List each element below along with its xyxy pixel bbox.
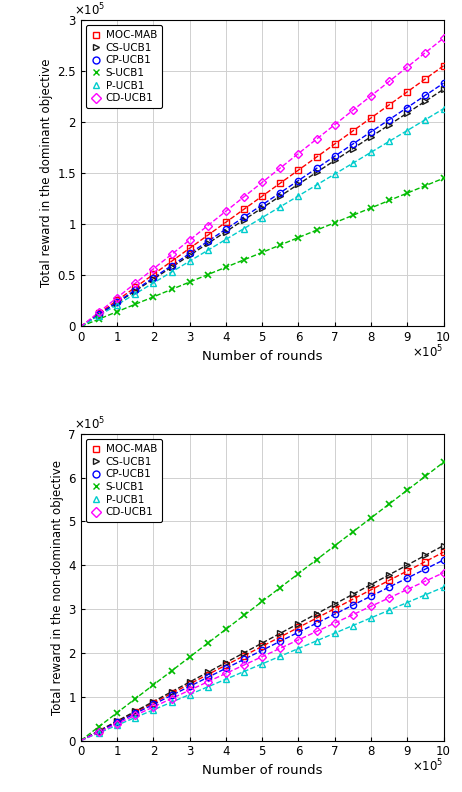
Text: $\times 10^5$: $\times 10^5$ <box>412 344 444 360</box>
Legend: MOC-MAB, CS-UCB1, CP-UCB1, S-UCB1, P-UCB1, CD-UCB1: MOC-MAB, CS-UCB1, CP-UCB1, S-UCB1, P-UCB… <box>86 25 163 109</box>
Text: $\times 10^5$: $\times 10^5$ <box>73 2 105 18</box>
Legend: MOC-MAB, CS-UCB1, CP-UCB1, S-UCB1, P-UCB1, CD-UCB1: MOC-MAB, CS-UCB1, CP-UCB1, S-UCB1, P-UCB… <box>86 439 163 523</box>
Text: $\times 10^5$: $\times 10^5$ <box>412 757 444 774</box>
Y-axis label: Total reward in the non-dominant objective: Total reward in the non-dominant objecti… <box>51 459 64 714</box>
X-axis label: Number of rounds: Number of rounds <box>202 764 322 777</box>
Y-axis label: Total reward in the dominant objective: Total reward in the dominant objective <box>40 59 53 287</box>
Text: $\times 10^5$: $\times 10^5$ <box>73 416 105 432</box>
X-axis label: Number of rounds: Number of rounds <box>202 350 322 363</box>
